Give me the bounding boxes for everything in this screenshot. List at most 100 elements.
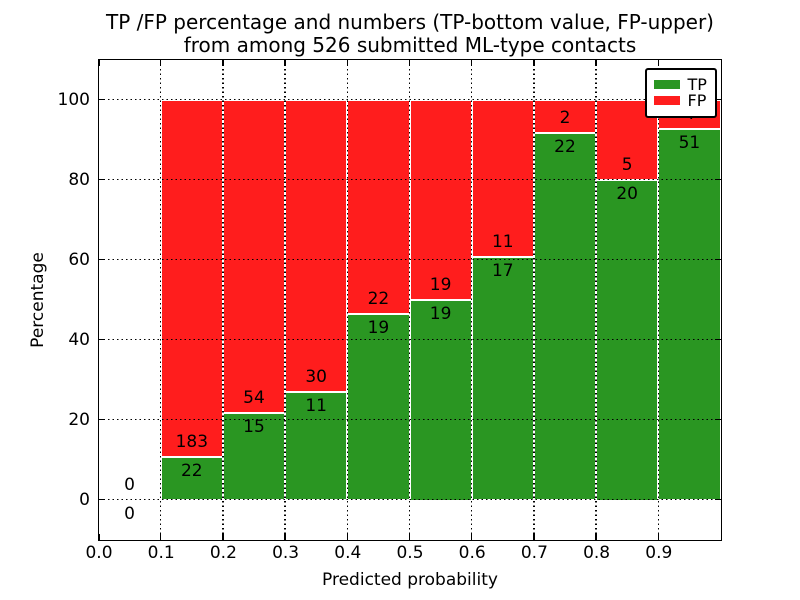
x-tick-mark	[222, 59, 224, 66]
x-tick-mark	[595, 533, 597, 540]
bar-label-fp: 54	[243, 387, 265, 408]
gridline-vertical	[222, 59, 224, 540]
y-tick-label: 80	[68, 170, 90, 190]
bar-edge-boundary	[658, 127, 721, 130]
y-tick-mark	[98, 418, 105, 421]
y-tick-mark	[714, 498, 721, 501]
y-tick-mark	[98, 178, 105, 181]
bar-label-tp: 22	[180, 460, 203, 481]
gridline-vertical	[408, 59, 411, 540]
bar-segment-fp	[222, 99, 286, 413]
x-tick-mark	[408, 59, 411, 66]
y-tick-mark	[98, 258, 105, 261]
x-tick-mark	[346, 59, 349, 66]
bar-segment-tp	[222, 412, 286, 500]
x-axis-label: Predicted probability	[322, 570, 498, 590]
gridline-horizontal	[98, 258, 721, 261]
y-tick-mark	[714, 418, 721, 421]
x-tick-mark	[533, 533, 535, 540]
bar-segment-tp	[160, 456, 223, 500]
x-tick-mark	[533, 59, 535, 66]
bar-edge-boundary	[409, 298, 472, 301]
x-tick-mark	[595, 59, 597, 66]
bar-edge-boundary	[471, 255, 534, 258]
bar-segment-fp	[160, 99, 223, 457]
bar-label-fp: 19	[429, 274, 452, 295]
x-tick-label: 0.2	[209, 543, 237, 563]
y-tick-mark	[714, 338, 721, 341]
bar-segment-fp	[347, 99, 410, 315]
bar-label-tp: 19	[429, 303, 452, 324]
y-tick-mark	[714, 98, 721, 101]
gridline-vertical	[470, 59, 473, 540]
bar-segment-fp	[409, 99, 472, 300]
bar-segment-tp	[533, 132, 597, 500]
gridline-horizontal	[98, 498, 721, 501]
y-tick-label: 0	[79, 490, 90, 510]
bar-segment-fp	[533, 99, 597, 133]
x-tick-mark	[159, 533, 162, 540]
y-tick-label: 40	[68, 330, 90, 350]
bar-segment-tp	[347, 314, 410, 500]
bar-segment-tp	[471, 256, 534, 500]
x-tick-label: 0.9	[645, 543, 673, 563]
gridline-horizontal	[98, 418, 721, 421]
chart-title: TP /FP percentage and numbers (TP-bottom…	[99, 11, 721, 57]
legend-label: FP	[687, 90, 707, 110]
bar-label-tp: 22	[554, 136, 576, 157]
bar-label-fp: 11	[491, 231, 514, 252]
bar-label-fp: 183	[175, 431, 209, 452]
x-tick-label: 0.8	[583, 543, 611, 563]
bar-edge-boundary	[533, 131, 597, 134]
x-tick-mark	[159, 59, 162, 66]
bar-label-fp: 22	[367, 289, 390, 310]
bar-label-fp: 5	[621, 154, 633, 175]
bar-label-tp: 19	[367, 318, 390, 339]
bar-edge-boundary	[160, 455, 223, 458]
x-tick-mark	[98, 533, 100, 540]
x-tick-mark	[657, 533, 660, 540]
chart-title-line2: from among 526 submitted ML-type contact…	[183, 33, 637, 57]
x-tick-mark	[470, 533, 473, 540]
bar-label-tp: 20	[616, 183, 639, 204]
gridline-vertical	[595, 59, 597, 540]
x-tick-mark	[284, 59, 286, 66]
gridline-vertical	[657, 59, 660, 540]
legend: TP FP	[644, 67, 717, 118]
x-tick-mark	[346, 533, 349, 540]
x-tick-label: 0.1	[147, 543, 175, 563]
gridline-vertical	[346, 59, 349, 540]
bar-segment-tp	[285, 392, 348, 500]
x-tick-mark	[98, 59, 100, 66]
x-tick-label: 0.7	[520, 543, 548, 563]
gridline-vertical	[284, 59, 286, 540]
bar-segment-tp	[409, 299, 472, 500]
y-tick-mark	[98, 498, 105, 501]
bar-edge-boundary	[222, 411, 286, 414]
x-tick-label: 0.4	[334, 543, 362, 563]
bar-segment-tp	[658, 128, 721, 500]
bar-edge-boundary	[347, 313, 410, 316]
legend-entry: TP	[653, 74, 708, 94]
legend-swatch-tp	[653, 80, 680, 89]
x-tick-mark	[470, 59, 473, 66]
y-tick-label: 100	[57, 90, 90, 110]
gridline-horizontal	[98, 338, 721, 341]
x-tick-mark	[222, 533, 224, 540]
x-tick-label: 0.6	[458, 543, 486, 563]
bar-label-tp: 15	[243, 416, 265, 437]
bar-label-fp: 30	[305, 367, 328, 388]
y-tick-mark	[714, 178, 721, 181]
legend-label: TP	[687, 74, 707, 94]
y-tick-mark	[714, 258, 721, 261]
bar-label-fp: 0	[124, 474, 136, 495]
bar-label-tp: 11	[305, 396, 328, 417]
x-tick-mark	[657, 59, 660, 66]
bar-segment-fp	[471, 99, 534, 257]
legend-entry: FP	[653, 90, 708, 110]
x-tick-mark	[284, 533, 286, 540]
y-tick-label: 60	[68, 250, 90, 270]
x-tick-label: 0.3	[272, 543, 300, 563]
